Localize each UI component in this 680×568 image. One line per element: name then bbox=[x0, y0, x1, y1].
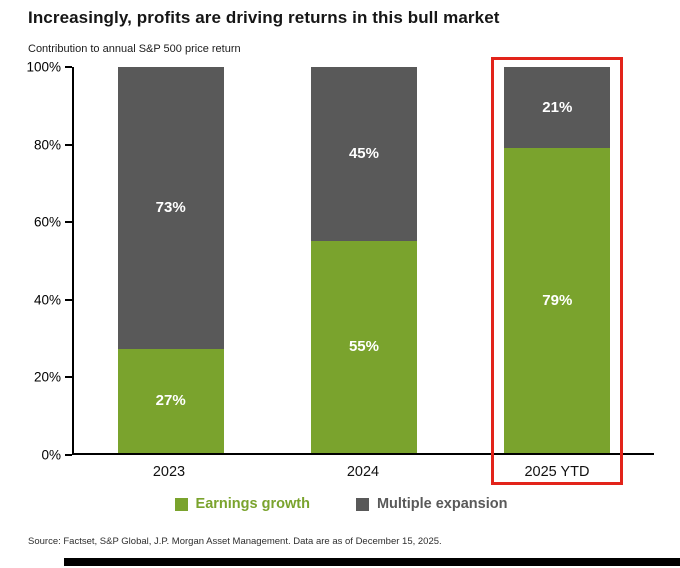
y-tick-label: 40% bbox=[33, 292, 61, 308]
legend-label: Multiple expansion bbox=[376, 496, 508, 512]
legend-swatch-icon bbox=[355, 497, 369, 511]
bottom-bar bbox=[64, 558, 680, 566]
y-tick-label: 100% bbox=[26, 59, 61, 75]
x-category-label: 2023 bbox=[152, 464, 186, 480]
y-axis: 0% 20% 40% 60% 80% 100% bbox=[26, 60, 72, 463]
y-tick-mark bbox=[65, 298, 72, 301]
bar-value-label: 73% bbox=[155, 199, 186, 217]
y-tick-label: 20% bbox=[33, 369, 61, 385]
x-category-label: 2025 YTD bbox=[524, 464, 590, 480]
y-tick-label: 80% bbox=[33, 137, 61, 153]
bar-value-label: 27% bbox=[155, 392, 186, 410]
chart-subtitle: Contribution to annual S&P 500 price ret… bbox=[28, 43, 241, 55]
y-tick-mark bbox=[65, 66, 72, 68]
bar-segment: 79% bbox=[504, 148, 611, 453]
legend-item: Earnings growth bbox=[174, 496, 310, 512]
x-axis: 2023 2024 2025 YTD bbox=[72, 464, 654, 480]
bar-segment: 73% bbox=[117, 67, 224, 349]
bar-value-label: 55% bbox=[348, 338, 379, 356]
stacked-bar: 73% 27% bbox=[117, 67, 224, 453]
chart-region: 0% 20% 40% 60% 80% 100% 73% 27% 45% 55% 21% 79% 20… bbox=[26, 57, 654, 485]
source-note: Source: Factset, S&P Global, J.P. Morgan… bbox=[28, 536, 442, 547]
legend-item: Multiple expansion bbox=[355, 496, 508, 512]
chart-title: Increasingly, profits are driving return… bbox=[28, 8, 500, 27]
y-tick-mark bbox=[65, 143, 72, 146]
y-tick-label: 60% bbox=[33, 214, 61, 230]
x-category-label: 2024 bbox=[346, 464, 380, 480]
plot-outer: 73% 27% 45% 55% 21% 79% 2023 2024 2025 YTD bbox=[72, 57, 654, 485]
bar-segment: 45% bbox=[310, 67, 417, 241]
bar-column-2024: 45% 55% bbox=[267, 67, 460, 453]
stacked-bar: 45% 55% bbox=[310, 67, 417, 453]
legend: Earnings growth Multiple expansion bbox=[28, 496, 654, 512]
bar-value-label: 21% bbox=[542, 99, 573, 117]
y-tick-mark bbox=[65, 376, 72, 379]
legend-label: Earnings growth bbox=[195, 496, 310, 512]
bar-segment: 21% bbox=[504, 67, 611, 149]
y-tick-mark bbox=[65, 221, 72, 224]
plot-area: 73% 27% 45% 55% 21% 79% bbox=[72, 67, 654, 455]
legend-swatch-icon bbox=[174, 497, 188, 511]
bar-column-2023: 73% 27% bbox=[74, 67, 267, 453]
stacked-bar: 21% 79% bbox=[504, 67, 611, 453]
bar-segment: 55% bbox=[310, 240, 417, 453]
bar-value-label: 79% bbox=[542, 292, 573, 310]
bar-column-2025-ytd: 21% 79% bbox=[461, 67, 654, 453]
bar-segment: 27% bbox=[117, 348, 224, 453]
bar-value-label: 45% bbox=[348, 145, 379, 163]
y-tick-label: 0% bbox=[41, 447, 61, 463]
y-tick-mark bbox=[65, 454, 72, 456]
